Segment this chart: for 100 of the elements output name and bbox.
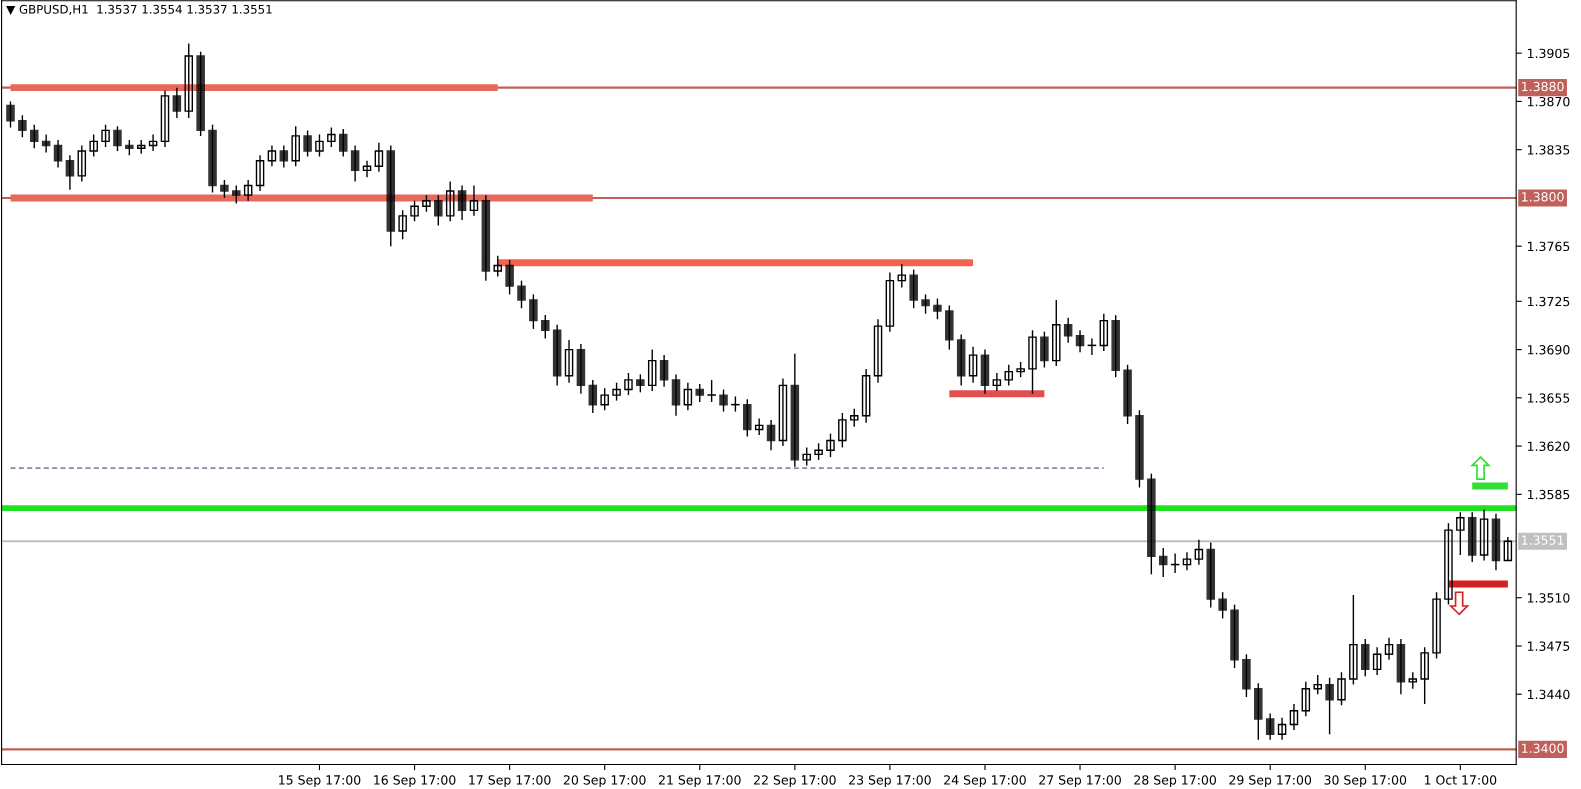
candlestick: [861, 368, 871, 424]
candlestick: [65, 154, 75, 191]
x-tick-label: 23 Sep 17:00: [849, 775, 931, 788]
candlestick: [517, 279, 526, 309]
candlestick: [350, 144, 360, 183]
x-tick-label: 24 Sep 17:00: [944, 775, 1026, 788]
candlestick: [53, 139, 63, 169]
x-tick-label: 15 Sep 17:00: [279, 775, 361, 788]
candlestick: [1277, 716, 1287, 741]
x-tick-label: 1 Oct 17:00: [1424, 775, 1497, 785]
candlestick: [1289, 703, 1299, 731]
y-tick-label: 1.3725: [1527, 296, 1570, 307]
y-tick-label: 1.3620: [1527, 441, 1570, 452]
candlestick: [1158, 547, 1168, 578]
candlestick: [148, 133, 158, 152]
candlestick: [469, 184, 479, 217]
candlestick: [493, 255, 502, 278]
candlestick: [1075, 329, 1085, 354]
candlestick: [719, 388, 728, 413]
candlestick: [529, 293, 538, 330]
candlestick: [766, 419, 776, 451]
candlestick: [18, 114, 27, 138]
x-tick-label: 28 Sep 17:00: [1134, 775, 1216, 788]
candlestick: [778, 377, 788, 447]
x-tick-label: 30 Sep 17:00: [1324, 775, 1407, 788]
candlestick: [1337, 671, 1346, 706]
candlestick: [1420, 646, 1429, 705]
candlestick: [1063, 317, 1073, 344]
candlestick: [303, 129, 312, 158]
candlestick: [1028, 329, 1037, 395]
candlestick: [1182, 551, 1192, 571]
candlestick: [1265, 712, 1275, 741]
candlestick: [707, 379, 716, 403]
candlestick: [1372, 646, 1382, 676]
candlestick: [505, 259, 514, 296]
candlestick: [338, 128, 348, 158]
candlestick: [398, 209, 407, 240]
ref-line-label: 1.3880: [1522, 81, 1564, 92]
candlestick: [113, 125, 122, 152]
x-tick-label: 27 Sep 17:00: [1039, 775, 1121, 788]
candlestick: [445, 180, 455, 223]
y-tick-label: 1.3870: [1527, 96, 1570, 107]
candlestick: [30, 124, 39, 149]
candlestick: [1301, 681, 1311, 717]
candlestick: [434, 194, 443, 227]
candlestick: [1384, 637, 1394, 661]
candlestick: [1099, 313, 1109, 352]
x-tick-label: 20 Sep 17:00: [563, 775, 646, 788]
y-tick-label: 1.3585: [1527, 489, 1570, 500]
candlestick: [1040, 330, 1049, 369]
x-tick-label: 16 Sep 17:00: [374, 775, 456, 788]
candlestick: [1218, 591, 1227, 620]
candlestick: [374, 142, 384, 173]
x-tick-label: 21 Sep 17:00: [658, 775, 741, 788]
candlestick: [1444, 522, 1453, 606]
x-tick-label: 17 Sep 17:00: [469, 775, 551, 788]
candlestick: [160, 89, 170, 148]
candlestick: [1456, 511, 1465, 556]
candlestick: [410, 199, 419, 223]
candlestick: [600, 387, 609, 411]
candlestick: [647, 348, 657, 392]
candlestick: [1052, 299, 1061, 367]
y-tick-label: 1.3905: [1527, 48, 1570, 59]
y-tick-label: 1.3835: [1527, 145, 1570, 155]
x-tick-label: 29 Sep 17:00: [1229, 775, 1312, 788]
y-tick-label: 1.3440: [1527, 689, 1570, 700]
candlestick: [933, 297, 942, 320]
candlestick: [624, 372, 633, 396]
candlestick: [291, 125, 300, 167]
y-tick-label: 1.3765: [1527, 241, 1570, 252]
candlestick: [826, 432, 835, 458]
candlestick: [897, 263, 907, 289]
candlestick: [315, 133, 324, 158]
candlestick: [1194, 539, 1204, 566]
candlestick: [255, 154, 265, 192]
candlestick: [457, 184, 467, 221]
candlestick: [1503, 536, 1513, 562]
ref-line-label: 1.3551: [1522, 535, 1564, 545]
candlestick: [921, 293, 930, 315]
candlestick: [659, 354, 669, 388]
y-tick-label: 1.3655: [1527, 393, 1570, 403]
candlestick: [101, 124, 110, 148]
y-tick-label: 1.3510: [1527, 593, 1570, 603]
candlestick: [184, 42, 194, 119]
candlestick: [754, 417, 764, 436]
candlestick: [838, 412, 847, 449]
candlestick: [6, 100, 15, 129]
candlestick: [172, 86, 182, 119]
candlestick: [873, 318, 883, 384]
candlestick: [89, 133, 98, 158]
y-tick-label: 1.3475: [1527, 641, 1570, 651]
candlestick: [968, 346, 978, 384]
candlestick: [1432, 591, 1441, 660]
candlestick: [362, 160, 372, 178]
x-tick-label: 22 Sep 17:00: [754, 775, 836, 788]
candlestick: [327, 126, 336, 148]
candlestick: [267, 144, 277, 167]
candlestick: [885, 271, 895, 333]
candlestick: [564, 339, 574, 384]
candlestick: [992, 372, 1002, 392]
